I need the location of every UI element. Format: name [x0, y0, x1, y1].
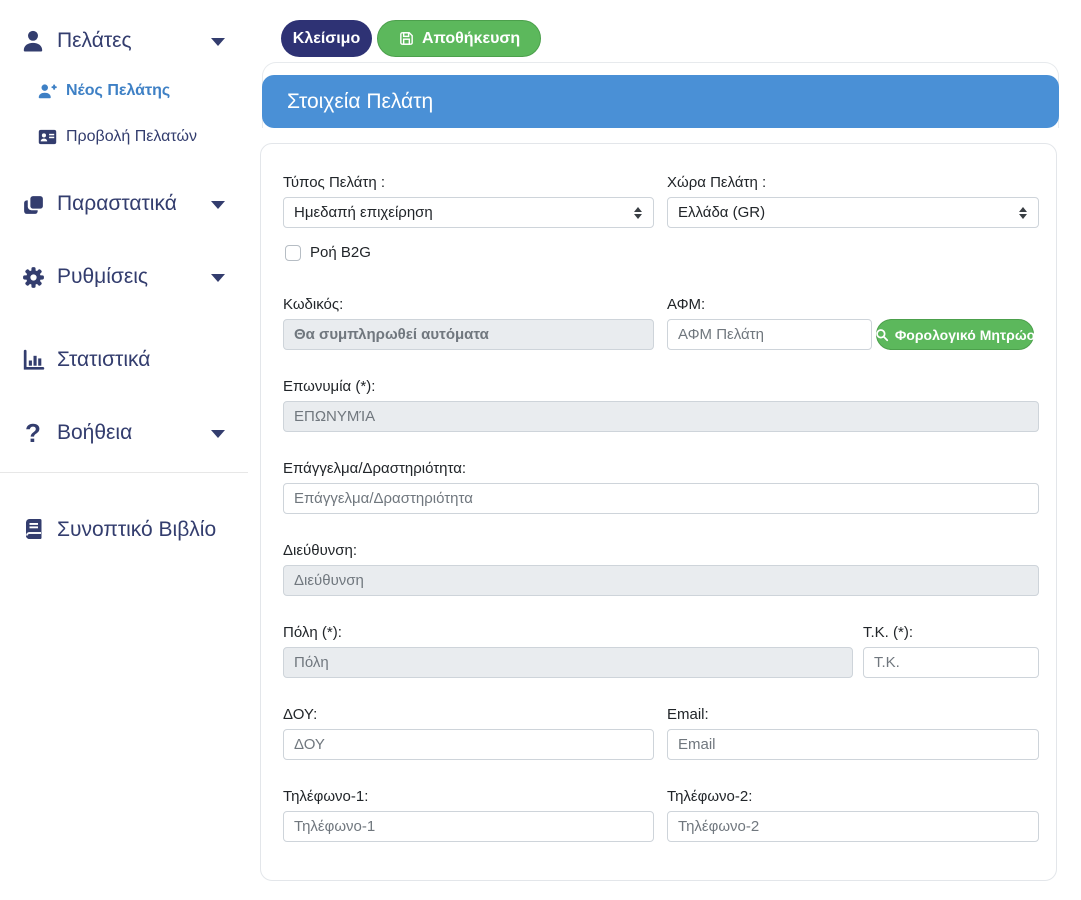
vat-input[interactable] [667, 319, 872, 350]
b2g-flow-group: Ροή B2G [285, 244, 371, 261]
city-group: Πόλη (*): [283, 624, 853, 678]
customer-type-select[interactable]: Ημεδαπή επιχείρηση [283, 197, 654, 228]
save-button[interactable]: Αποθήκευση [377, 20, 542, 57]
phone2-group: Τηλέφωνο-2: [667, 788, 1039, 842]
phone1-input[interactable] [283, 811, 654, 842]
sidebar-item-label: Πελάτες [57, 29, 132, 52]
vat-group: ΑΦΜ: Φορολογικό Μητρώο [667, 296, 1039, 350]
sidebar-item-new-customer[interactable]: Νέος Πελάτης [0, 80, 250, 102]
country-select[interactable]: Ελλάδα (GR) [667, 197, 1039, 228]
phone1-group: Τηλέφωνο-1: [283, 788, 654, 842]
tax-registry-button[interactable]: Φορολογικό Μητρώο [875, 319, 1036, 350]
company-name-label: Επωνυμία (*): [283, 378, 376, 395]
search-icon [875, 328, 889, 342]
code-label: Κωδικός: [283, 296, 344, 313]
address-input [283, 565, 1039, 596]
sidebar-item-label: Στατιστικά [57, 348, 151, 371]
country-value: Ελλάδα (GR) [678, 204, 766, 221]
customer-form-card: Τύπος Πελάτη : Ημεδαπή επιχείρηση Χώρα Π… [260, 143, 1057, 881]
customer-type-group: Τύπος Πελάτη : Ημεδαπή επιχείρηση [283, 174, 654, 228]
sidebar-item-documents[interactable]: Παραστατικά [0, 187, 250, 221]
customer-type-value: Ημεδαπή επιχείρηση [294, 204, 433, 221]
zip-input[interactable] [863, 647, 1039, 678]
gear-icon [18, 265, 48, 290]
sidebar-item-view-customers[interactable]: Προβολή Πελατών [0, 126, 250, 148]
panel-header: Στοιχεία Πελάτη [262, 75, 1059, 128]
main-content: Κλείσιμο Αποθήκευση Στοιχεία Πελάτη Τύπο… [260, 0, 1059, 900]
tax-office-group: ΔΟΥ: [283, 706, 654, 760]
tax-registry-button-label: Φορολογικό Μητρώο [894, 326, 1036, 343]
chevron-down-icon [211, 201, 225, 209]
bar-chart-icon [18, 348, 48, 373]
save-icon [398, 30, 415, 47]
user-plus-icon [36, 82, 58, 100]
select-arrows-icon [1019, 206, 1027, 219]
select-arrows-icon [634, 206, 642, 219]
sidebar-item-summary-book[interactable]: Συνοπτικό Βιβλίο [0, 513, 250, 547]
sidebar-item-label: Βοήθεια [57, 421, 133, 444]
id-card-icon [36, 129, 58, 145]
code-input [283, 319, 654, 350]
email-input[interactable] [667, 729, 1039, 760]
sidebar-item-label: Συνοπτικό Βιβλίο [57, 518, 217, 541]
phone2-input[interactable] [667, 811, 1039, 842]
customer-type-label: Τύπος Πελάτη : [283, 174, 386, 191]
profession-label: Επάγγελμα/Δραστηριότητα: [283, 460, 467, 477]
code-group: Κωδικός: [283, 296, 654, 350]
company-name-group: Επωνυμία (*): [283, 378, 1039, 432]
sidebar: Πελάτες Νέος Πελάτης Προβολή Πελατών Παρ… [0, 0, 250, 900]
phone2-label: Τηλέφωνο-2: [667, 788, 753, 805]
company-name-input [283, 401, 1039, 432]
copy-icon [18, 192, 48, 217]
sidebar-item-help[interactable]: ? Βοήθεια [0, 416, 250, 450]
city-input [283, 647, 853, 678]
city-label: Πόλη (*): [283, 624, 342, 641]
book-icon [18, 518, 48, 542]
zip-group: Τ.Κ. (*): [863, 624, 1039, 678]
b2g-label: Ροή B2G [310, 244, 371, 261]
profession-group: Επάγγελμα/Δραστηριότητα: [283, 460, 1039, 514]
tax-office-input[interactable] [283, 729, 654, 760]
panel-title: Στοιχεία Πελάτη [287, 89, 434, 113]
country-label: Χώρα Πελάτη : [667, 174, 767, 191]
b2g-checkbox[interactable] [285, 244, 301, 261]
question-icon: ? [25, 418, 41, 448]
sidebar-item-label: Προβολή Πελατών [66, 128, 197, 145]
chevron-down-icon [211, 430, 225, 438]
profession-input[interactable] [283, 483, 1039, 514]
email-label: Email: [667, 706, 709, 723]
sidebar-item-customers[interactable]: Πελάτες [0, 24, 250, 58]
address-label: Διεύθυνση: [283, 542, 358, 559]
chevron-down-icon [211, 38, 225, 46]
sidebar-item-statistics[interactable]: Στατιστικά [0, 343, 250, 377]
tax-office-label: ΔΟΥ: [283, 706, 318, 723]
sidebar-item-settings[interactable]: Ρυθμίσεις [0, 260, 250, 294]
chevron-down-icon [211, 274, 225, 282]
zip-label: Τ.Κ. (*): [863, 624, 914, 641]
address-group: Διεύθυνση: [283, 542, 1039, 596]
phone1-label: Τηλέφωνο-1: [283, 788, 369, 805]
save-button-label: Αποθήκευση [422, 29, 521, 47]
close-button[interactable]: Κλείσιμο [281, 20, 372, 57]
user-icon [18, 28, 48, 54]
sidebar-item-label: Παραστατικά [57, 192, 177, 215]
sidebar-item-label: Νέος Πελάτης [66, 82, 171, 99]
vat-label: ΑΦΜ: [667, 296, 706, 313]
sidebar-item-label: Ρυθμίσεις [57, 265, 149, 288]
country-group: Χώρα Πελάτη : Ελλάδα (GR) [667, 174, 1039, 228]
email-group: Email: [667, 706, 1039, 760]
sidebar-divider [0, 472, 248, 473]
